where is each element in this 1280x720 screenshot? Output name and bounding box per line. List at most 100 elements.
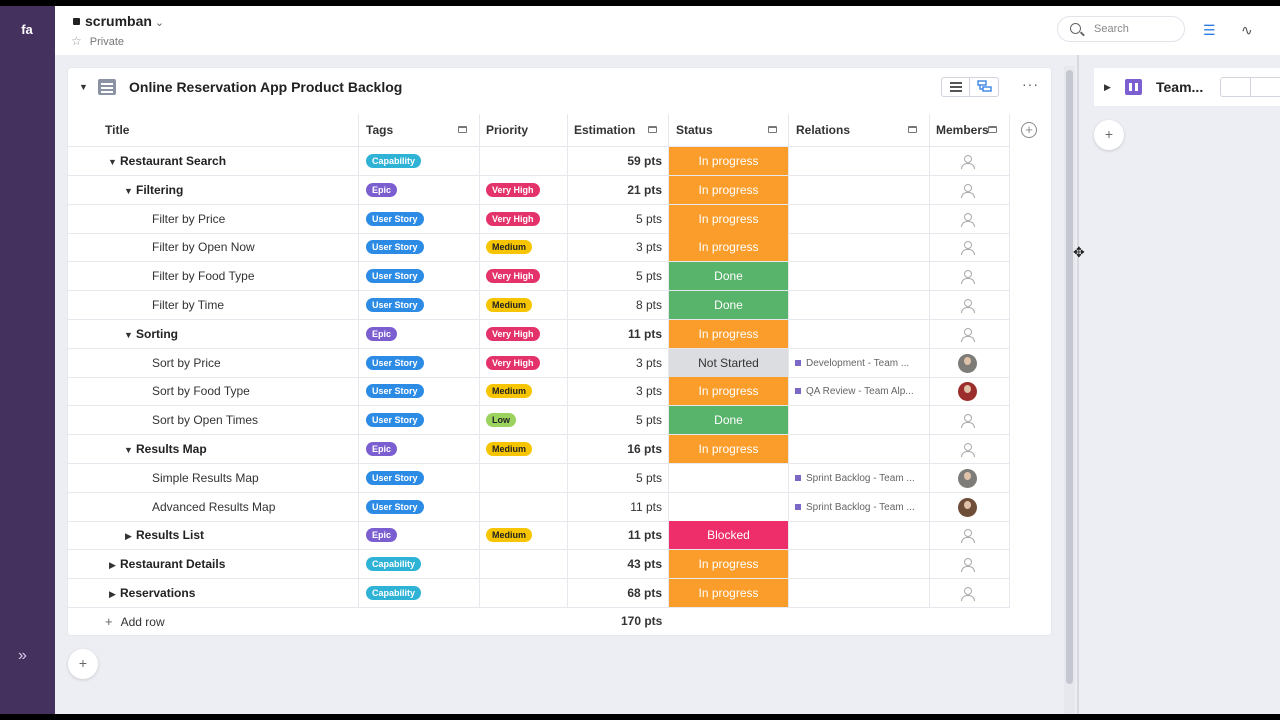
assign-member-icon[interactable] bbox=[958, 181, 977, 200]
status-cell[interactable]: In progress bbox=[669, 435, 788, 463]
priority-cell[interactable]: Medium bbox=[486, 233, 533, 262]
relation-link[interactable]: Sprint Backlog - Team ... bbox=[806, 501, 915, 513]
estimation-cell[interactable]: 5 pts bbox=[635, 211, 662, 226]
column-header-priority[interactable]: Priority bbox=[486, 123, 529, 137]
add-row-button[interactable]: + Add row bbox=[105, 614, 165, 629]
column-options-icon[interactable] bbox=[988, 126, 997, 133]
assign-member-icon[interactable] bbox=[958, 238, 977, 257]
status-cell[interactable]: In progress bbox=[669, 319, 788, 348]
star-icon[interactable]: ☆ bbox=[71, 34, 82, 48]
table-row[interactable]: Filter by Price User Story Very High 5 pts I… bbox=[68, 204, 1051, 234]
row-title[interactable]: Filter by Food Type bbox=[152, 269, 255, 284]
table-row[interactable]: Sort by Open Times User Story Low 5 pts Done bbox=[68, 406, 1051, 436]
tag-cell[interactable]: User Story bbox=[366, 377, 424, 406]
status-cell[interactable]: In progress bbox=[669, 233, 788, 262]
row-title[interactable]: Restaurant Search bbox=[120, 154, 227, 168]
row-title[interactable]: Sort by Open Times bbox=[152, 413, 259, 428]
column-options-icon[interactable] bbox=[908, 126, 917, 133]
estimation-cell[interactable]: 5 pts bbox=[635, 413, 662, 428]
table-row[interactable]: Simple Results Map User Story 5 pts Sprint … bbox=[68, 464, 1051, 493]
row-title[interactable]: Sort by Price bbox=[152, 355, 221, 370]
add-column-button[interactable]: + bbox=[1021, 122, 1037, 138]
status-cell[interactable]: In progress bbox=[669, 204, 788, 233]
column-header-members[interactable]: Members bbox=[936, 114, 1006, 146]
row-title[interactable]: Sort by Food Type bbox=[152, 384, 250, 399]
collapse-row-icon[interactable]: ▼ bbox=[124, 185, 133, 196]
table-row[interactable]: Advanced Results Map User Story 11 pts Spri… bbox=[68, 493, 1051, 522]
relation-cell[interactable]: QA Review - Team Alp... bbox=[795, 377, 925, 406]
tag-cell[interactable]: Capability bbox=[366, 550, 422, 579]
expand-row-icon[interactable]: ▶ bbox=[109, 589, 116, 599]
priority-cell[interactable]: Very High bbox=[486, 349, 540, 378]
row-title[interactable]: Results List bbox=[136, 528, 205, 543]
chevron-down-icon[interactable]: ⌄ bbox=[154, 17, 165, 29]
tag-cell[interactable]: User Story bbox=[366, 406, 424, 435]
team-board-title[interactable]: Team... bbox=[1156, 79, 1204, 95]
tag-cell[interactable]: Capability bbox=[366, 579, 422, 608]
table-row[interactable]: ▶ Restaurant Details Capability 43 pts In pr… bbox=[68, 550, 1051, 580]
estimation-cell[interactable]: 11 pts bbox=[627, 326, 662, 341]
expand-board-icon[interactable]: ▶ bbox=[1104, 82, 1111, 92]
tag-cell[interactable]: User Story bbox=[366, 233, 424, 262]
status-cell[interactable]: Done bbox=[669, 406, 788, 435]
priority-cell[interactable]: Very High bbox=[486, 262, 540, 291]
assign-member-icon[interactable] bbox=[958, 526, 977, 545]
table-row[interactable]: ▶ Reservations Capability 68 pts In progress bbox=[68, 579, 1051, 608]
tag-cell[interactable]: Epic bbox=[366, 521, 398, 550]
add-board-button[interactable]: + bbox=[68, 649, 98, 679]
estimation-cell[interactable]: 11 pts bbox=[630, 499, 662, 514]
table-view-icon[interactable]: ☰ bbox=[1203, 22, 1216, 38]
estimation-cell[interactable]: 3 pts bbox=[635, 240, 662, 255]
collapse-row-icon[interactable]: ▼ bbox=[108, 157, 117, 167]
status-cell[interactable]: In progress bbox=[669, 175, 788, 204]
tag-cell[interactable]: Epic bbox=[366, 176, 398, 205]
estimation-cell[interactable]: 3 pts bbox=[635, 384, 662, 399]
assign-member-icon[interactable] bbox=[958, 440, 977, 459]
expand-row-icon[interactable]: ▶ bbox=[125, 531, 132, 542]
row-title[interactable]: Simple Results Map bbox=[152, 470, 259, 485]
column-header-relations[interactable]: Relations bbox=[796, 114, 918, 146]
tag-cell[interactable]: Capability bbox=[366, 147, 422, 176]
status-cell[interactable]: Not Started bbox=[669, 348, 788, 377]
column-header-estimation[interactable]: Estimation bbox=[574, 114, 666, 146]
scrollbar-thumb[interactable] bbox=[1066, 70, 1073, 684]
row-title[interactable]: Reservations bbox=[120, 586, 196, 600]
assign-member-icon[interactable] bbox=[958, 152, 977, 171]
avatar[interactable] bbox=[958, 382, 977, 402]
assign-member-icon[interactable] bbox=[958, 267, 977, 286]
add-team-board-button[interactable]: + bbox=[1094, 120, 1124, 150]
row-title[interactable]: Filter by Price bbox=[152, 211, 226, 226]
tag-cell[interactable]: Epic bbox=[366, 435, 398, 464]
collapse-board-icon[interactable]: ▼ bbox=[79, 82, 88, 92]
priority-cell[interactable]: Medium bbox=[486, 291, 533, 320]
priority-cell[interactable]: Medium bbox=[486, 435, 533, 464]
tag-cell[interactable]: User Story bbox=[366, 464, 424, 493]
status-cell[interactable]: In progress bbox=[669, 377, 788, 406]
table-row[interactable]: Filter by Open Now User Story Medium 3 pts I… bbox=[68, 233, 1051, 263]
table-row[interactable]: ▼ Filtering Epic Very High 21 pts In progress bbox=[68, 175, 1051, 205]
table-row[interactable]: ▼ Sorting Epic Very High 11 pts In progress bbox=[68, 319, 1051, 349]
relation-cell[interactable]: Sprint Backlog - Team ... bbox=[795, 493, 925, 522]
relation-link[interactable]: Sprint Backlog - Team ... bbox=[806, 472, 915, 484]
column-header-tags[interactable]: Tags bbox=[366, 114, 476, 146]
column-options-icon[interactable] bbox=[458, 126, 467, 133]
table-row[interactable]: Sort by Food Type User Story Medium 3 pts In… bbox=[68, 377, 1051, 407]
tag-cell[interactable]: User Story bbox=[366, 205, 424, 234]
status-cell[interactable]: In progress bbox=[669, 550, 788, 579]
team-view-switcher[interactable] bbox=[1220, 77, 1280, 97]
more-options-icon[interactable]: ··· bbox=[1022, 76, 1039, 92]
status-cell[interactable]: Blocked bbox=[669, 521, 788, 550]
relation-link[interactable]: QA Review - Team Alp... bbox=[806, 386, 914, 398]
column-options-icon[interactable] bbox=[768, 126, 777, 133]
assign-member-icon[interactable] bbox=[958, 411, 977, 430]
expand-sidebar-icon[interactable]: » bbox=[18, 647, 27, 664]
priority-cell[interactable]: Medium bbox=[486, 377, 533, 406]
estimation-cell[interactable]: 21 pts bbox=[627, 182, 662, 197]
estimation-cell[interactable]: 8 pts bbox=[635, 298, 662, 312]
priority-cell[interactable]: Low bbox=[486, 406, 516, 435]
avatar[interactable] bbox=[958, 468, 977, 488]
estimation-cell[interactable]: 16 pts bbox=[627, 442, 662, 456]
column-header-title[interactable]: Title bbox=[105, 123, 130, 137]
relation-cell[interactable]: Sprint Backlog - Team ... bbox=[795, 464, 925, 493]
status-cell[interactable]: In progress bbox=[669, 579, 788, 607]
